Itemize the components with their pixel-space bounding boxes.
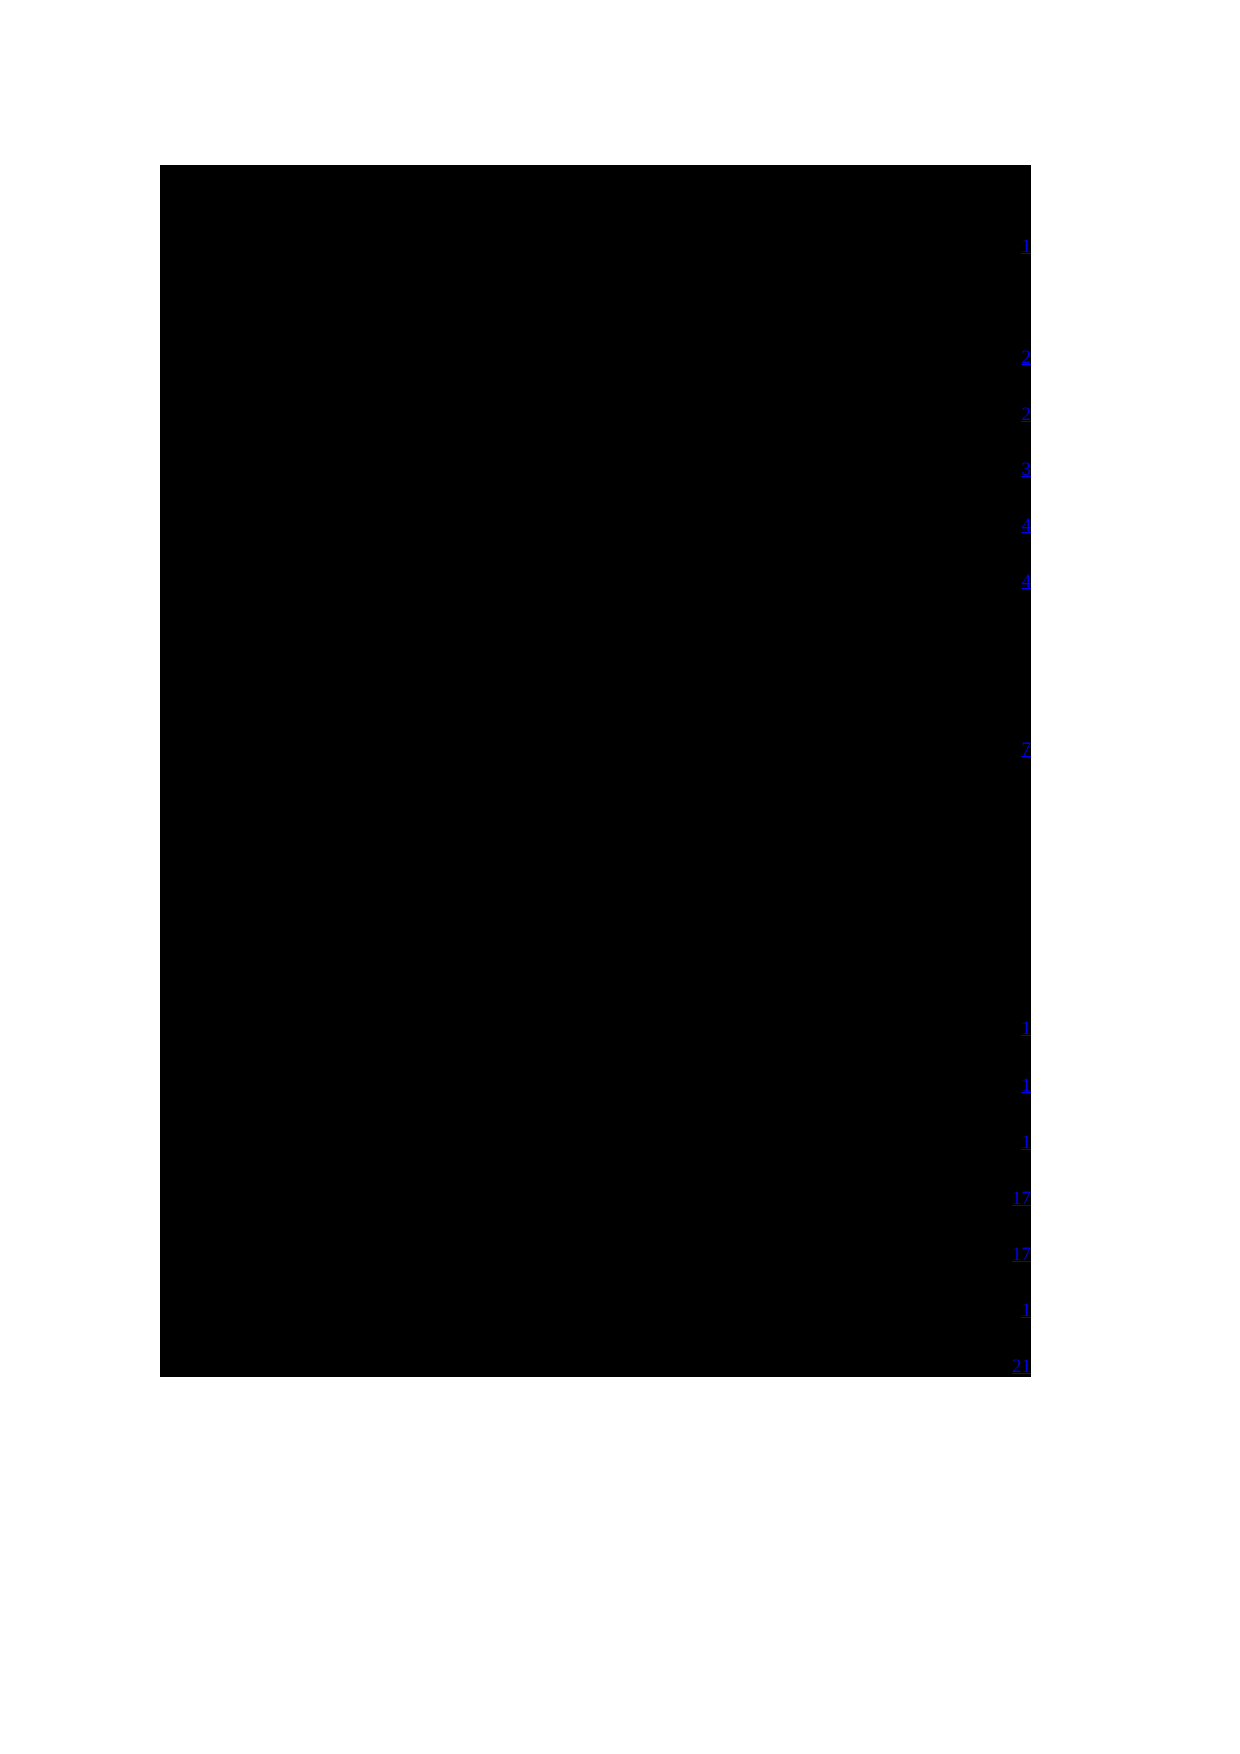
toc-page-number-link[interactable]: 2 — [1021, 404, 1032, 425]
toc-page-number-link[interactable]: 2 — [1021, 347, 1032, 368]
toc-page-number-link[interactable]: 1 — [1021, 1300, 1032, 1321]
toc-page-number-link[interactable]: 21 — [1012, 1356, 1031, 1377]
redacted-content-block — [160, 165, 1031, 1377]
toc-page-number-link[interactable]: 1 — [1021, 1075, 1032, 1096]
toc-page-number-link[interactable]: 1 — [1021, 236, 1032, 257]
toc-page-number-link[interactable]: 4 — [1021, 571, 1032, 592]
toc-page-number-link[interactable]: 17 — [1012, 1244, 1031, 1265]
toc-page-number-link[interactable]: 7 — [1021, 739, 1032, 760]
toc-page-number-link[interactable]: 1 — [1021, 1018, 1032, 1039]
toc-page-number-link[interactable]: 4 — [1021, 515, 1032, 536]
toc-page-number-link[interactable]: 17 — [1012, 1188, 1031, 1209]
toc-page-number-link[interactable]: 3 — [1021, 459, 1032, 480]
toc-page-number-link[interactable]: 1 — [1021, 1132, 1032, 1153]
